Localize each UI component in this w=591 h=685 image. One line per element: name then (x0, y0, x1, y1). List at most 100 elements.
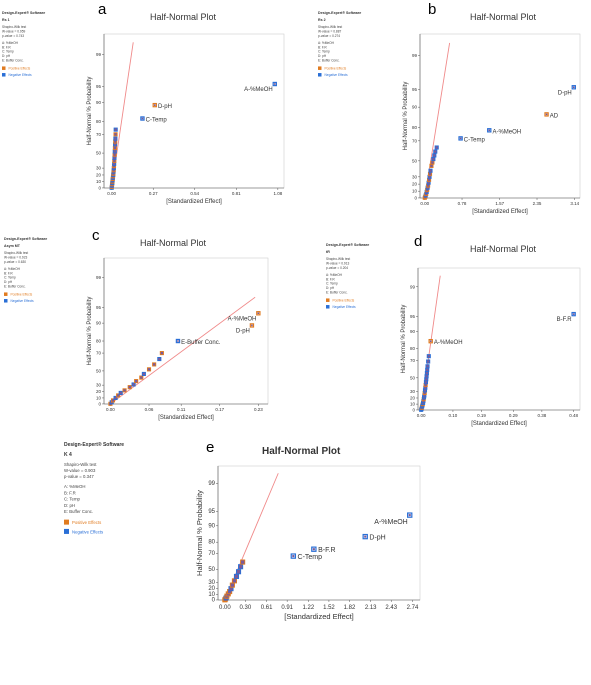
panel-e-response-label: K 4 (64, 452, 72, 458)
panel-e-factor-1: B: F.R (64, 490, 76, 495)
panel-e-xtick-4: 1.22 (303, 605, 315, 611)
panel-e-xtick-3: 0.91 (281, 605, 293, 611)
panel-d-xtick-2: 0.19 (477, 413, 486, 418)
panel-b-ytick-1: 10 (412, 189, 418, 194)
panel-c-point-9 (134, 379, 139, 384)
panel-b-point-12 (428, 168, 433, 173)
panel-a-xlabel: [Standardized Effect] (166, 199, 222, 205)
panel-a-factor-3: D: pH (2, 54, 11, 58)
panel-b-point-15 (431, 157, 436, 162)
panel-c-ytick-0: 0 (98, 401, 101, 406)
panel-b-legend-positive: Positive Effects (325, 66, 347, 70)
panel-c-software-label: Design-Expert® Software (4, 237, 47, 241)
panel-b-letter: b (428, 1, 436, 18)
panel-a-ytick-7: 90 (96, 100, 102, 105)
panel-d-ytick-8: 95 (410, 314, 416, 319)
panel-e: Design-Expert® Software K 4 Shapiro-Wilk t… (64, 439, 421, 621)
panel-b-ytick-3: 30 (412, 174, 418, 179)
panel-e-xtick-0: 0.00 (219, 605, 231, 611)
panel-b-xtick-1: 0.78 (458, 201, 467, 206)
panel-e-ytick-5: 70 (208, 551, 215, 557)
panel-d-software-label: Design-Expert® Software (326, 243, 369, 247)
panel-a-xtick-0: 0.00 (107, 191, 116, 196)
panel-d-point-22 (426, 354, 431, 359)
panel-b-xlabel: [Standardized Effect] (472, 209, 528, 215)
panel-c-stat-2: p-value = 0.630 (4, 260, 26, 264)
panel-d-ytick-7: 90 (410, 329, 416, 334)
panel-c-legend-negative: Negative Effects (11, 299, 35, 303)
panel-e-point-label-0: C-Temp (298, 554, 323, 561)
panel-c-point-4 (116, 393, 121, 398)
panel-b-labeled-point-core-3 (572, 86, 575, 89)
panel-c-ytick-4: 50 (96, 368, 102, 373)
panel-a-ytick-8: 95 (96, 84, 102, 89)
panel-b-ylabel: Half-Normal % Probability (403, 82, 409, 151)
panel-c-point-5 (118, 390, 123, 395)
panel-d: Design-Expert® Software tR Shapiro-Wilk te… (326, 233, 581, 427)
panel-a-legend-positive: Positive Effects (9, 66, 31, 70)
panel-a-point-24 (113, 136, 118, 141)
panel-d-legend-negative: Negative Effects (333, 305, 357, 309)
panel-e-xtick-2: 0.61 (261, 605, 273, 611)
panel-d-point-20 (425, 364, 430, 369)
panel-e-labeled-point-core-0 (292, 555, 295, 558)
panel-d-ytick-6: 80 (410, 346, 416, 351)
panel-d-factor-0: A: %MeOH (326, 273, 343, 277)
panel-e-ytick-3: 30 (208, 580, 215, 586)
panel-d-response-label: tR (326, 250, 330, 254)
panel-c-ytick-3: 30 (96, 383, 102, 388)
panel-e-xtick-9: 2.74 (407, 605, 419, 611)
panel-a-point-20 (112, 149, 117, 154)
panel-a-labeled-point-core-2 (273, 83, 276, 85)
panel-e-ytick-9: 99 (208, 481, 215, 487)
panel-e-point-12 (240, 559, 246, 565)
panel-d-factor-3: D: pH (326, 286, 335, 290)
panel-c-response-label: Asym MT (4, 244, 21, 248)
panel-e-info-block: Design-Expert® Software K 4 Shapiro-Wilk t… (64, 441, 124, 534)
panel-d-plot-frame (417, 267, 581, 411)
panel-e-point-7 (229, 582, 235, 588)
panel-d-factor-2: C: Temp (326, 282, 338, 286)
panel-d-legend-positive: Positive Effects (333, 298, 355, 302)
panel-a-legend-positive-swatch (2, 66, 6, 70)
panel-a-point-26 (113, 127, 118, 132)
panel-d-ytick-5: 70 (410, 358, 416, 363)
panel-c-ytick-8: 95 (96, 305, 102, 310)
panel-b-point-label-1: A-%MeOH (492, 129, 521, 135)
panel-e-stat-0: Shapiro-Wilk test (64, 462, 97, 467)
panel-b-factor-0: A: %MeOH (318, 41, 335, 45)
panel-b-ytick-2: 20 (412, 182, 418, 187)
panel-a-point-label-2: A-%MeOH (244, 87, 273, 93)
panel-d-legend-negative-swatch (326, 305, 330, 309)
panel-c-point-label-1: D-pH (236, 328, 250, 334)
panel-b-stat-2: p-value = 0.274 (318, 34, 340, 38)
panel-d-ytick-9: 99 (410, 284, 416, 289)
panel-c-xtick-2: 0.11 (177, 407, 186, 412)
panel-e-factor-0: A: %MeOH (64, 484, 86, 489)
panel-c-point-13 (152, 362, 157, 367)
panel-a-ytick-4: 50 (96, 151, 102, 156)
panel-c-factor-1: B: F.R (4, 271, 13, 275)
panel-b-xtick-0: 0.00 (420, 201, 429, 206)
panel-c-point-14 (157, 357, 162, 362)
panel-a-stat-1: W-value = 0.959 (2, 29, 25, 33)
panel-c-factor-2: C: Temp (4, 276, 16, 280)
panel-d-labeled-point-core-0 (429, 340, 432, 342)
panel-c-info-block: Design-Expert® Software Asym MT Shapiro-Wi… (4, 237, 47, 303)
panel-e-point-label-1: B-F.R (318, 547, 336, 554)
panel-c-xtick-4: 0.23 (254, 407, 263, 412)
panel-b-factor-4: E: Buffer Conc. (318, 59, 340, 63)
panel-a-factor-2: C: Temp (2, 50, 14, 54)
panel-e-point-label-3: A-%MeOH (374, 519, 407, 526)
panel-d-labeled-point-core-1 (572, 313, 575, 315)
panel-a-xtick-4: 1.08 (273, 191, 282, 196)
panel-b-ytick-4: 50 (412, 158, 418, 163)
panel-e-labeled-point-core-3 (408, 514, 411, 517)
panel-c-xtick-0: 0.00 (106, 407, 115, 412)
panel-b-title: Half-Normal Plot (470, 12, 537, 22)
panel-e-xtick-8: 2.43 (385, 605, 397, 611)
panel-a-legend-negative: Negative Effects (9, 73, 33, 77)
panel-d-xtick-5: 0.48 (569, 413, 578, 418)
panel-b-stat-0: Shapiro-Wilk test (318, 25, 342, 29)
panel-e-labeled-point-core-2 (364, 535, 367, 538)
